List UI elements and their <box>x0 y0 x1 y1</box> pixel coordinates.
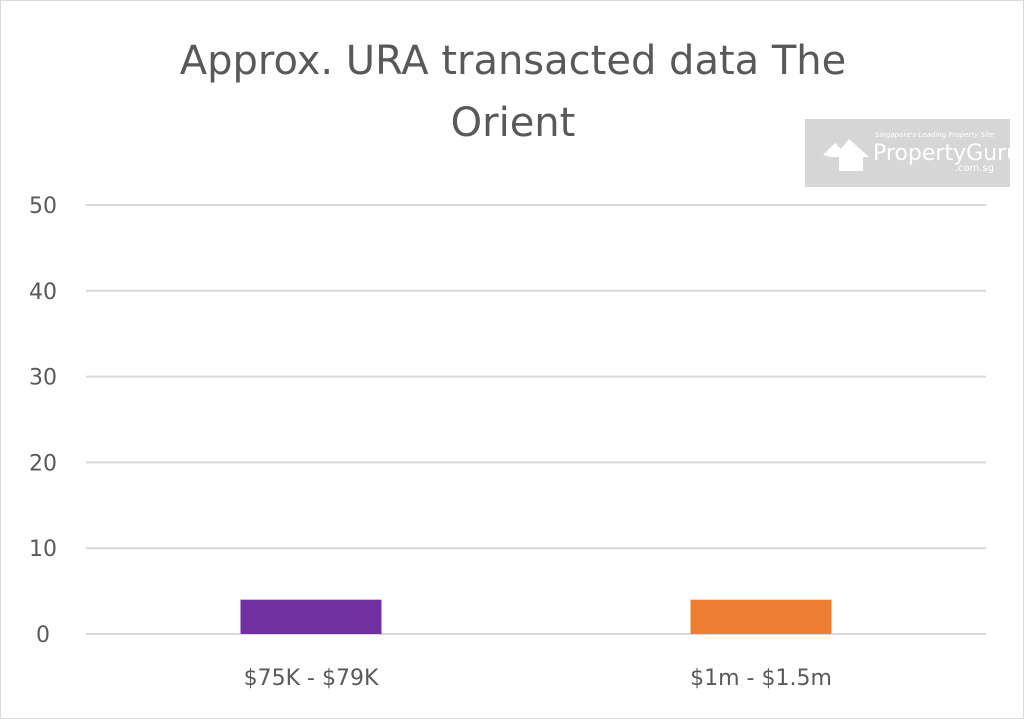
chart-title-line-1: Approx. URA transacted data The <box>179 38 847 84</box>
house-logo-icon <box>823 139 869 171</box>
y-tick-label: 0 <box>36 623 50 648</box>
y-tick-label: 40 <box>29 280 57 305</box>
y-tick-label: 10 <box>29 537 57 562</box>
watermark-domain: .com.sg <box>954 163 994 174</box>
x-tick-label: $75K - $79K <box>244 666 379 691</box>
propertyguru-watermark: Singapore's Leading Property Site Proper… <box>805 119 1020 187</box>
chart-title-line-2: Orient <box>450 100 576 146</box>
y-tick-label: 20 <box>29 451 57 476</box>
y-tick-label: 30 <box>29 366 57 391</box>
y-tick-label: 50 <box>29 194 57 219</box>
watermark-tagline: Singapore's Leading Property Site <box>875 131 994 139</box>
watermark-name: PropertyGuru <box>873 141 1021 166</box>
bar <box>690 599 832 634</box>
bar <box>240 599 382 634</box>
x-tick-label: $1m - $1.5m <box>690 666 832 691</box>
